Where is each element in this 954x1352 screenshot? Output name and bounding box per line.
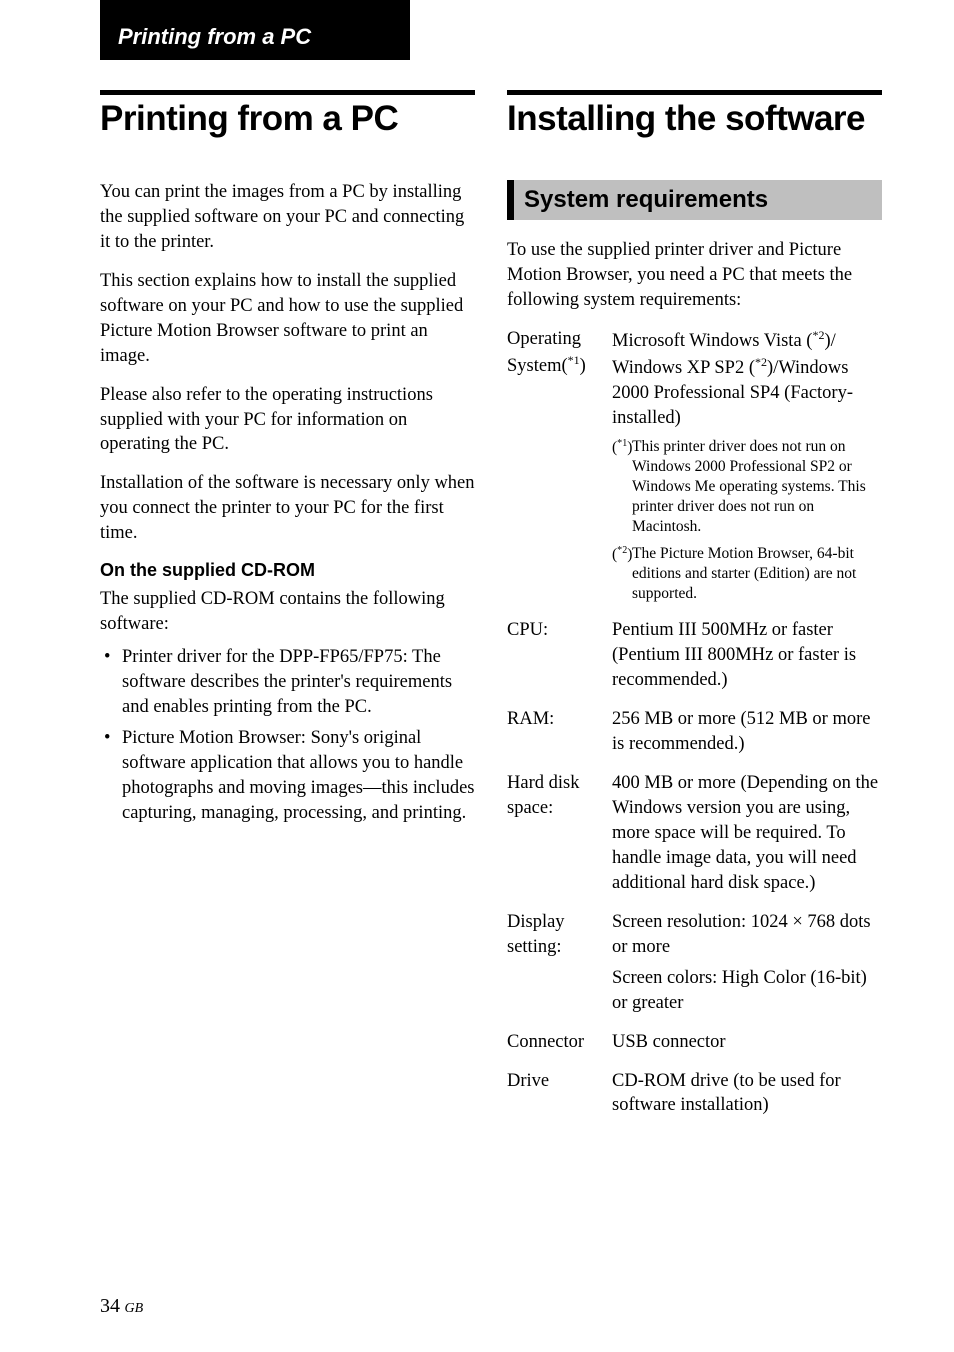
chapter-tab-label: Printing from a PC [118,24,311,50]
display-value-1: Screen resolution: 1024 × 768 dots or mo… [612,910,882,960]
list-item: Printer driver for the DPP-FP65/FP75: Th… [100,645,475,720]
req-label: Drive [507,1069,602,1119]
bullet-list: Printer driver for the DPP-FP65/FP75: Th… [100,645,475,826]
left-para: This section explains how to install the… [100,269,475,369]
req-value: 256 MB or more (512 MB or more is recomm… [612,707,882,757]
display-value-2: Screen colors: High Color (16-bit) or gr… [612,966,882,1016]
footnote-2: (*2) The Picture Motion Browser, 64-bit … [612,544,882,604]
os-label-line1: Operating [507,329,581,349]
req-value: USB connector [612,1030,882,1055]
footnote-1-text: This printer driver does not run on Wind… [632,438,866,536]
footnote-1: (*1) This printer driver does not run on… [612,437,882,538]
footnote-1-sup: *1 [617,438,627,449]
footnote-2-sup: *2 [617,545,627,556]
page-number: 34 [100,1295,120,1317]
right-intro: To use the supplied printer driver and P… [507,238,882,313]
req-value-display: Screen resolution: 1024 × 768 dots or mo… [612,910,882,1016]
requirements-table: Operating System(*1) Microsoft Windows V… [507,327,882,1119]
req-value: 400 MB or more (Depending on the Windows… [612,771,882,896]
left-para: You can print the images from a PC by in… [100,180,475,255]
left-subheading: On the supplied CD-ROM [100,560,475,581]
right-column: Installing the software System requireme… [507,90,882,1118]
section-band: System requirements [507,180,882,220]
left-column: Printing from a PC You can print the ima… [100,90,475,1118]
req-value: CD-ROM drive (to be used for software in… [612,1069,882,1119]
left-para: Installation of the software is necessar… [100,471,475,546]
req-label: CPU: [507,618,602,693]
os-value-pre1: Microsoft Windows Vista ( [612,331,812,351]
req-label-os: Operating System(*1) [507,327,602,604]
req-value-os: Microsoft Windows Vista (*2)/ Windows XP… [612,327,882,604]
left-subpara: The supplied CD-ROM contains the followi… [100,587,475,637]
heading-rule [507,90,882,95]
page-gb: GB [125,1301,144,1316]
left-heading: Printing from a PC [100,101,475,138]
section-title: System requirements [524,186,768,213]
right-heading: Installing the software [507,101,882,138]
list-item: Picture Motion Browser: Sony's original … [100,726,475,826]
page-footer: 34 GB [100,1295,143,1318]
os-label-line2-pre: System( [507,356,568,376]
req-value: Pentium III 500MHz or faster (Pentium II… [612,618,882,693]
footnote-2-marker: (*2) [612,544,632,565]
os-label-line2-post: ) [580,356,586,376]
req-label: Hard disk space: [507,771,602,896]
os-label-sup: *1 [568,353,580,367]
req-label: Connector [507,1030,602,1055]
heading-rule [100,90,475,95]
footnote-1-marker: (*1) [612,437,632,458]
left-para: Please also refer to the operating instr… [100,383,475,458]
os-value-sup2: *2 [755,355,767,369]
chapter-tab: Printing from a PC [100,0,410,60]
footnote-2-text: The Picture Motion Browser, 64-bit editi… [632,545,856,602]
req-label-display: Display setting: [507,910,602,1016]
req-label: RAM: [507,707,602,757]
os-value-sup1: *2 [812,328,824,342]
page-content: Printing from a PC You can print the ima… [100,90,882,1118]
